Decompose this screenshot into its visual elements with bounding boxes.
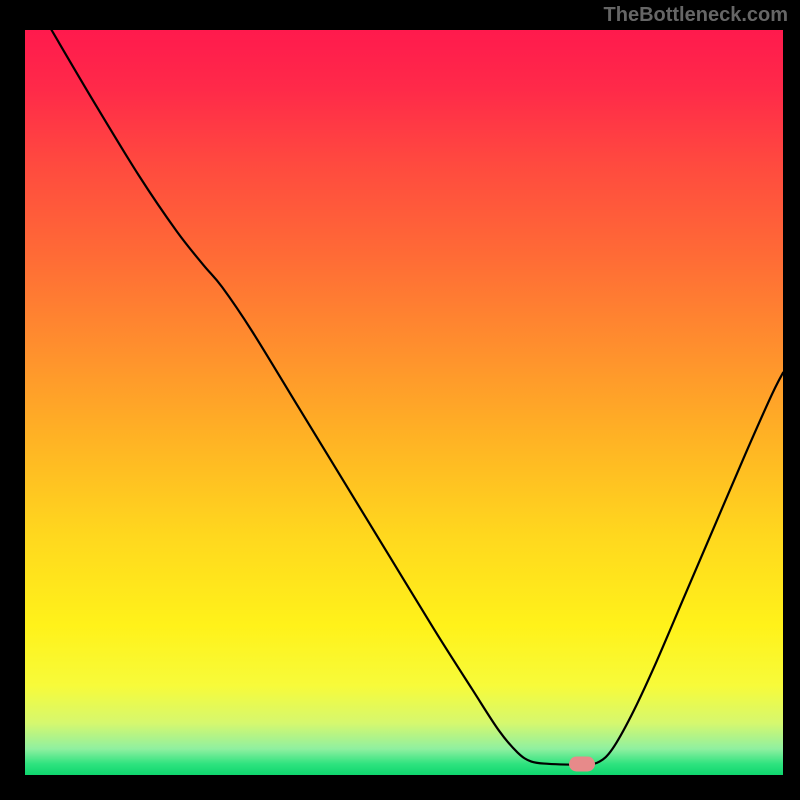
watermark-text: TheBottleneck.com: [604, 4, 788, 27]
gradient-background: [25, 30, 783, 775]
chart-container: TheBottleneck.com: [0, 0, 800, 800]
plot-area: [25, 30, 783, 775]
optimal-point-marker: [569, 756, 595, 771]
